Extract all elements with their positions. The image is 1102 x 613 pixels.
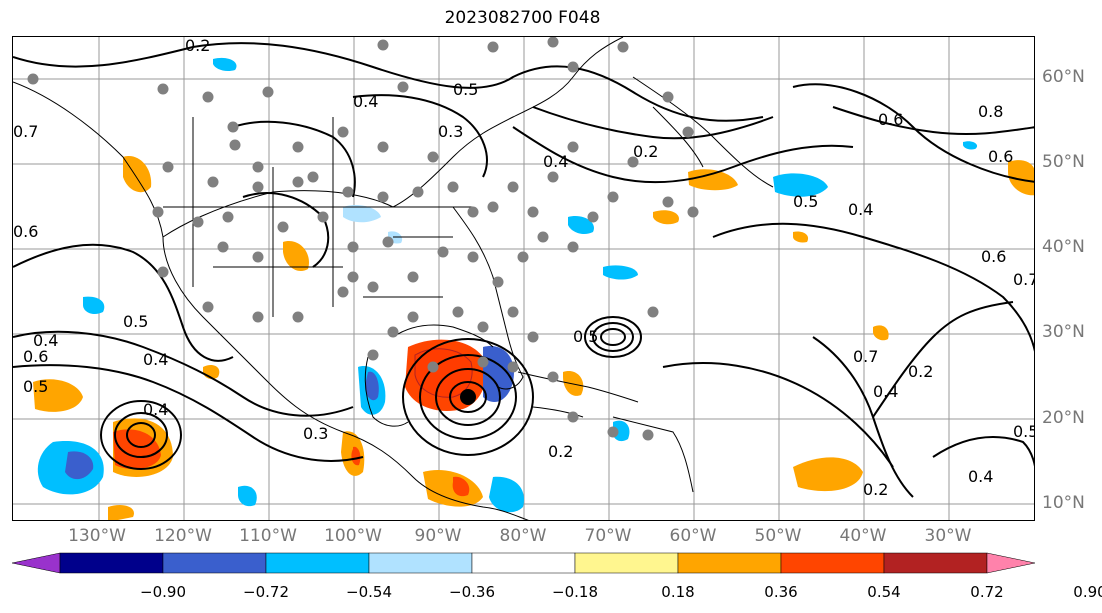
lon-label: 130°W (68, 526, 126, 546)
colorbar-tick-label: 0.36 (764, 583, 798, 601)
contour-label: 0.7 (13, 122, 38, 141)
colorbar (12, 552, 1036, 574)
colorbar-segment (574, 552, 679, 574)
colorbar-segment (265, 552, 370, 574)
lon-label: 110°W (239, 526, 297, 546)
colorbar-segment (883, 552, 988, 574)
contour-label: 0.7 (853, 347, 878, 366)
storm-center-marker (460, 389, 476, 405)
lon-label: 30°W (924, 526, 972, 546)
colorbar-tick-label: −0.36 (449, 583, 495, 601)
colorbar-tick-label: −0.90 (140, 583, 186, 601)
contour-label: 0.2 (908, 362, 933, 381)
colorbar-tick-label: −0.18 (552, 583, 598, 601)
contour-label: 0.5 (23, 377, 48, 396)
contour-label: 0.7 (1013, 270, 1035, 289)
contour-lines (13, 42, 1034, 498)
colorbar-tick-label: 0.90 (1073, 583, 1102, 601)
contour-label: 0.2 (863, 480, 888, 499)
lat-label: 10°N (1042, 493, 1085, 513)
colorbar-segment (780, 552, 885, 574)
contour-labels: 0.2 0.3 0.4 0.5 0.6 0.7 0.8 0.4 0.6 0.6 … (13, 37, 1035, 499)
lon-label: 40°W (839, 526, 887, 546)
colorbar-segment (471, 552, 576, 574)
colorbar-extend-low (12, 552, 61, 574)
lat-label: 60°N (1042, 67, 1085, 87)
colorbar-tick-label: 0.54 (867, 583, 901, 601)
lon-label: 120°W (154, 526, 212, 546)
contour-label: 0.2 (548, 442, 573, 461)
contour-label: 0.3 (438, 122, 463, 141)
map-canvas: 0.2 0.3 0.4 0.5 0.6 0.7 0.8 0.4 0.6 0.6 … (13, 37, 1035, 520)
colorbar-segment (368, 552, 473, 574)
contour-label: 0.5 (453, 80, 478, 99)
colorbar-extend-high (986, 552, 1036, 574)
lat-label: 20°N (1042, 408, 1085, 428)
contour-label: 0.5 (1013, 422, 1035, 441)
contour-label: 0.5 (123, 312, 148, 331)
contour-label: 0.6 (988, 147, 1013, 166)
contour-label: 0.4 (33, 331, 58, 350)
contour-label: 0.2 (185, 37, 210, 55)
shaded-anomalies (33, 57, 1034, 520)
lon-label: 70°W (584, 526, 632, 546)
contour-label: 0.4 (143, 350, 168, 369)
colorbar-tick-label: 0.18 (661, 583, 695, 601)
contour-label: 0.5 (793, 192, 818, 211)
colorbar-tick-label: −0.54 (346, 583, 392, 601)
lat-label: 30°N (1042, 322, 1085, 342)
contour-label: 0.3 (303, 424, 328, 443)
contour-label: 0.6 (23, 347, 48, 366)
map-panel[interactable]: 0.2 0.3 0.4 0.5 0.6 0.7 0.8 0.4 0.6 0.6 … (12, 36, 1035, 521)
colorbar-segment (59, 552, 164, 574)
colorbar-tick-label: 0.72 (970, 583, 1004, 601)
contour-label: 0.4 (873, 382, 898, 401)
contour-label: 0.8 (978, 102, 1003, 121)
contour-label: 0.4 (968, 467, 993, 486)
colorbar-segment (162, 552, 267, 574)
graticule (13, 37, 1034, 520)
lon-label: 80°W (499, 526, 547, 546)
contour-label: 0.6 (878, 110, 903, 129)
lon-label: 90°W (414, 526, 462, 546)
station-dots (27, 37, 699, 441)
lat-label: 40°N (1042, 237, 1085, 257)
contour-label: 0.4 (353, 92, 378, 111)
map-title: 2023082700 F048 (444, 8, 601, 28)
lon-label: 50°W (754, 526, 802, 546)
contour-label: 0.6 (981, 247, 1006, 266)
contour-label: 0.6 (13, 222, 38, 241)
colorbar-tick-label: −0.72 (243, 583, 289, 601)
lat-label: 50°N (1042, 152, 1085, 172)
colorbar-segment (677, 552, 782, 574)
contour-label: 0.4 (543, 152, 568, 171)
contour-label: 0.4 (143, 400, 168, 419)
contour-label: 0.5 (573, 327, 598, 346)
contour-label: 0.2 (633, 142, 658, 161)
lon-label: 100°W (324, 526, 382, 546)
lon-label: 60°W (669, 526, 717, 546)
contour-label: 0.4 (848, 200, 873, 219)
